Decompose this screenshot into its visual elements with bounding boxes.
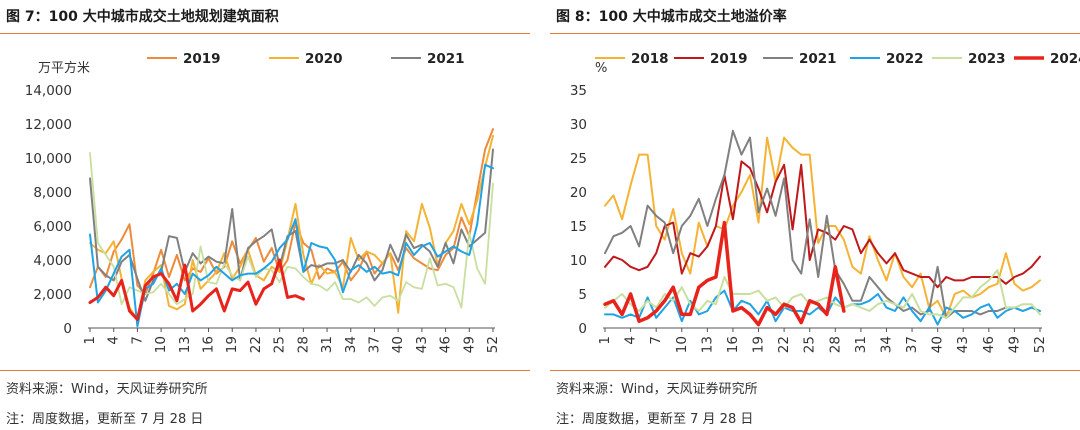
x-tick-label: 25 [802, 336, 818, 353]
y-tick-label: 20 [570, 185, 587, 201]
y-tick-label: 10,000 [25, 151, 72, 167]
legend-label: 2021 [427, 51, 465, 67]
y-tick-label: 8,000 [33, 185, 72, 201]
x-tick-label: 43 [955, 336, 971, 353]
building-area-chart: 万平方米 0 2,000 4,000 6,000 8,000 10,000 12,000 14,… [25, 51, 501, 353]
x-tick-label: 13 [177, 336, 193, 353]
y-tick-label: 5 [578, 287, 587, 303]
x-tick-label: 28 [295, 336, 311, 353]
y-tick-label: 35 [570, 83, 587, 99]
y-tick-label: 2,000 [33, 287, 72, 303]
series-line-2023 [604, 269, 1041, 319]
series-line-2018 [604, 136, 1041, 319]
y-tick-label: 12,000 [25, 117, 72, 133]
x-tick-label: 1 [597, 336, 613, 345]
legend-label: 2019 [183, 51, 221, 67]
chart-title: 图 7：100 大中城市成交土地规划建筑面积 [6, 9, 279, 25]
y-tick-label: 25 [570, 151, 587, 167]
x-tick-label: 7 [648, 336, 664, 345]
x-tick-label: 40 [390, 336, 406, 353]
legend-label: 2019 [710, 51, 748, 67]
x-tick-label: 19 [224, 336, 240, 353]
x-tick-label: 43 [414, 336, 430, 353]
legend-label: 2018 [631, 51, 669, 67]
y-tick-label: 6,000 [33, 219, 72, 235]
x-tick-label: 52 [485, 336, 501, 353]
x-tick-label: 13 [699, 336, 715, 353]
footnote: 注：周度数据，更新至 7 月 28 日 [6, 412, 204, 427]
x-tick-label: 25 [272, 336, 288, 353]
y-tick-label: 0 [63, 321, 72, 337]
series-line-unlabeled [89, 152, 494, 309]
source-note: 资料来源：Wind，天风证券研究所 [556, 382, 758, 397]
x-tick-label: 19 [751, 336, 767, 353]
x-tick-label: 7 [129, 336, 145, 345]
series-line-unlabeled [88, 258, 305, 321]
y-axis-label: % [595, 61, 607, 76]
x-tick-label: 49 [1006, 336, 1022, 353]
source-note: 资料来源：Wind，天风证券研究所 [6, 382, 208, 397]
series-line-2020 [89, 134, 494, 321]
y-axis-label: 万平方米 [38, 60, 90, 76]
legend-label: 2023 [968, 51, 1006, 67]
series-line-2019 [604, 160, 1041, 289]
x-tick-label: 10 [153, 336, 169, 353]
x-tick-label: 34 [878, 336, 894, 353]
y-tick-label: 14,000 [25, 83, 72, 99]
x-tick-label: 28 [827, 336, 843, 353]
x-tick-label: 22 [776, 336, 792, 353]
y-tick-label: 0 [578, 321, 587, 337]
x-tick-label: 52 [1032, 336, 1048, 353]
x-tick-label: 31 [319, 336, 335, 353]
y-tick-label: 4,000 [33, 253, 72, 269]
x-tick-label: 49 [461, 336, 477, 353]
left-panel: 图 7：100 大中城市成交土地规划建筑面积 万平方米 0 2,000 4,000 6,… [0, 0, 530, 430]
chart-title: 图 8：100 大中城市成交土地溢价率 [556, 9, 787, 25]
y-tick-label: 10 [570, 253, 587, 269]
x-tick-label: 46 [438, 336, 454, 353]
x-tick-label: 40 [930, 336, 946, 353]
bottom-divider [550, 370, 1080, 371]
series-line-2021 [604, 129, 1041, 319]
legend-label: 2020 [305, 51, 343, 67]
x-tick-label: 34 [343, 336, 359, 353]
x-tick-label: 4 [623, 336, 639, 345]
y-tick-label: 15 [570, 219, 587, 235]
legend-label: 2021 [799, 51, 837, 67]
x-tick-label: 37 [904, 336, 920, 353]
right-panel: 图 8：100 大中城市成交土地溢价率 % 0 5 10 15 20 25 30 35 1 4 7 10… [550, 0, 1080, 430]
x-tick-label: 16 [201, 336, 217, 353]
x-tick-label: 16 [725, 336, 741, 353]
footnote: 注：周度数据，更新至 7 月 28 日 [556, 412, 754, 427]
x-tick-label: 46 [981, 336, 997, 353]
series-line-2019 [89, 128, 494, 295]
x-tick-label: 4 [106, 336, 122, 345]
premium-rate-chart: % 0 5 10 15 20 25 30 35 1 4 7 10 13 16 19 22 25 28 31 34 37 40… [570, 51, 1080, 353]
x-tick-label: 1 [82, 336, 98, 345]
legend-label: 2024 [1050, 51, 1080, 67]
x-tick-label: 10 [674, 336, 690, 353]
top-divider [550, 33, 1080, 34]
x-tick-label: 37 [366, 336, 382, 353]
y-tick-label: 30 [570, 117, 587, 133]
x-tick-label: 22 [248, 336, 264, 353]
series-line-2024 [603, 220, 846, 327]
legend-label: 2022 [886, 51, 924, 67]
bottom-divider [0, 370, 530, 371]
top-divider [0, 33, 530, 34]
x-tick-label: 31 [853, 336, 869, 353]
